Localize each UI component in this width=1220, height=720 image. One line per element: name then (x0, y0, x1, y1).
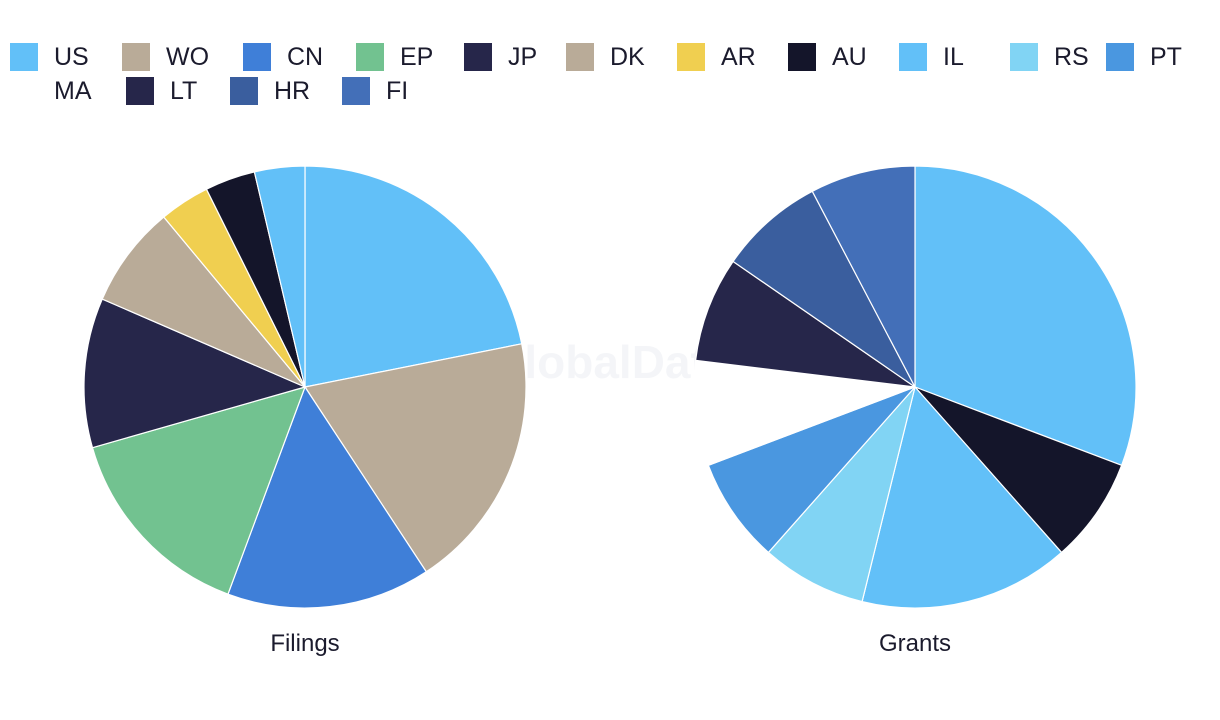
pie-grants (693, 165, 1137, 609)
legend-label: EP (400, 43, 434, 71)
legend-item-il[interactable]: IL (899, 40, 964, 74)
legend-label: FI (386, 77, 409, 105)
legend-swatch (230, 77, 258, 105)
legend-swatch (1010, 43, 1038, 71)
pie-slice-il[interactable] (861, 385, 1063, 609)
legend-item-wo[interactable]: WO (122, 40, 209, 74)
pie-slice-pt[interactable] (707, 386, 916, 554)
legend-label: HR (274, 77, 311, 105)
legend-item-pt[interactable]: PT (1106, 40, 1182, 74)
pie-slice-au[interactable] (914, 386, 1123, 554)
legend-swatch (342, 77, 370, 105)
legend-item-jp[interactable]: JP (464, 40, 537, 74)
pie-slice-lt[interactable] (694, 260, 916, 388)
legend-swatch (788, 43, 816, 71)
pie-slice-hr[interactable] (732, 190, 916, 388)
legend-item-cn[interactable]: CN (243, 40, 323, 74)
pie-slice-jp[interactable] (83, 298, 307, 449)
legend-label: LT (170, 77, 198, 105)
legend-swatch (566, 43, 594, 71)
pie-slice-cn[interactable] (227, 385, 428, 609)
legend-swatch (10, 43, 38, 71)
legend-swatch (126, 77, 154, 105)
legend-swatch (899, 43, 927, 71)
legend-label: RS (1054, 43, 1089, 71)
legend-item-lt[interactable]: LT (126, 74, 197, 108)
pie-caption-grants: Grants (879, 630, 951, 657)
legend-swatch (243, 43, 271, 71)
pie-filings (83, 165, 527, 609)
legend-label: JP (508, 43, 538, 71)
pie-slice-wo[interactable] (304, 343, 527, 573)
watermark: GlobalData (489, 336, 732, 388)
pie-slice-us[interactable] (304, 165, 523, 388)
legend-item-ep[interactable]: EP (356, 40, 433, 74)
pie-slice-il[interactable] (253, 165, 306, 388)
legend-swatch (677, 43, 705, 71)
legend-label: MA (54, 77, 92, 105)
legend-label: PT (1150, 43, 1182, 71)
legend-item-hr[interactable]: HR (230, 74, 310, 108)
legend-item-fi[interactable]: FI (342, 74, 408, 108)
legend-label: WO (166, 43, 210, 71)
legend-swatch (122, 43, 150, 71)
pie-slice-rs[interactable] (767, 386, 916, 603)
legend-label: AU (832, 43, 867, 71)
legend-label: AR (721, 43, 756, 71)
pie-slice-ma[interactable] (693, 359, 916, 467)
legend-item-ma[interactable]: MA (54, 74, 92, 108)
legend-item-dk[interactable]: DK (566, 40, 645, 74)
legend-label: IL (943, 43, 964, 71)
legend-swatch (464, 43, 492, 71)
legend-label: CN (287, 43, 324, 71)
pie-caption-filings: Filings (270, 630, 339, 657)
pie-slice-dk[interactable] (101, 216, 306, 388)
pie-slice-fi[interactable] (811, 165, 916, 388)
pie-slice-us[interactable] (914, 165, 1137, 467)
legend-swatch (356, 43, 384, 71)
legend-label: US (54, 43, 89, 71)
legend-item-ar[interactable]: AR (677, 40, 756, 74)
legend-label: DK (610, 43, 645, 71)
legend-item-rs[interactable]: RS (1010, 40, 1089, 74)
legend-item-au[interactable]: AU (788, 40, 867, 74)
legend-swatch (1106, 43, 1134, 71)
legend-item-us[interactable]: US (10, 40, 89, 74)
pie-slice-ep[interactable] (91, 386, 306, 595)
